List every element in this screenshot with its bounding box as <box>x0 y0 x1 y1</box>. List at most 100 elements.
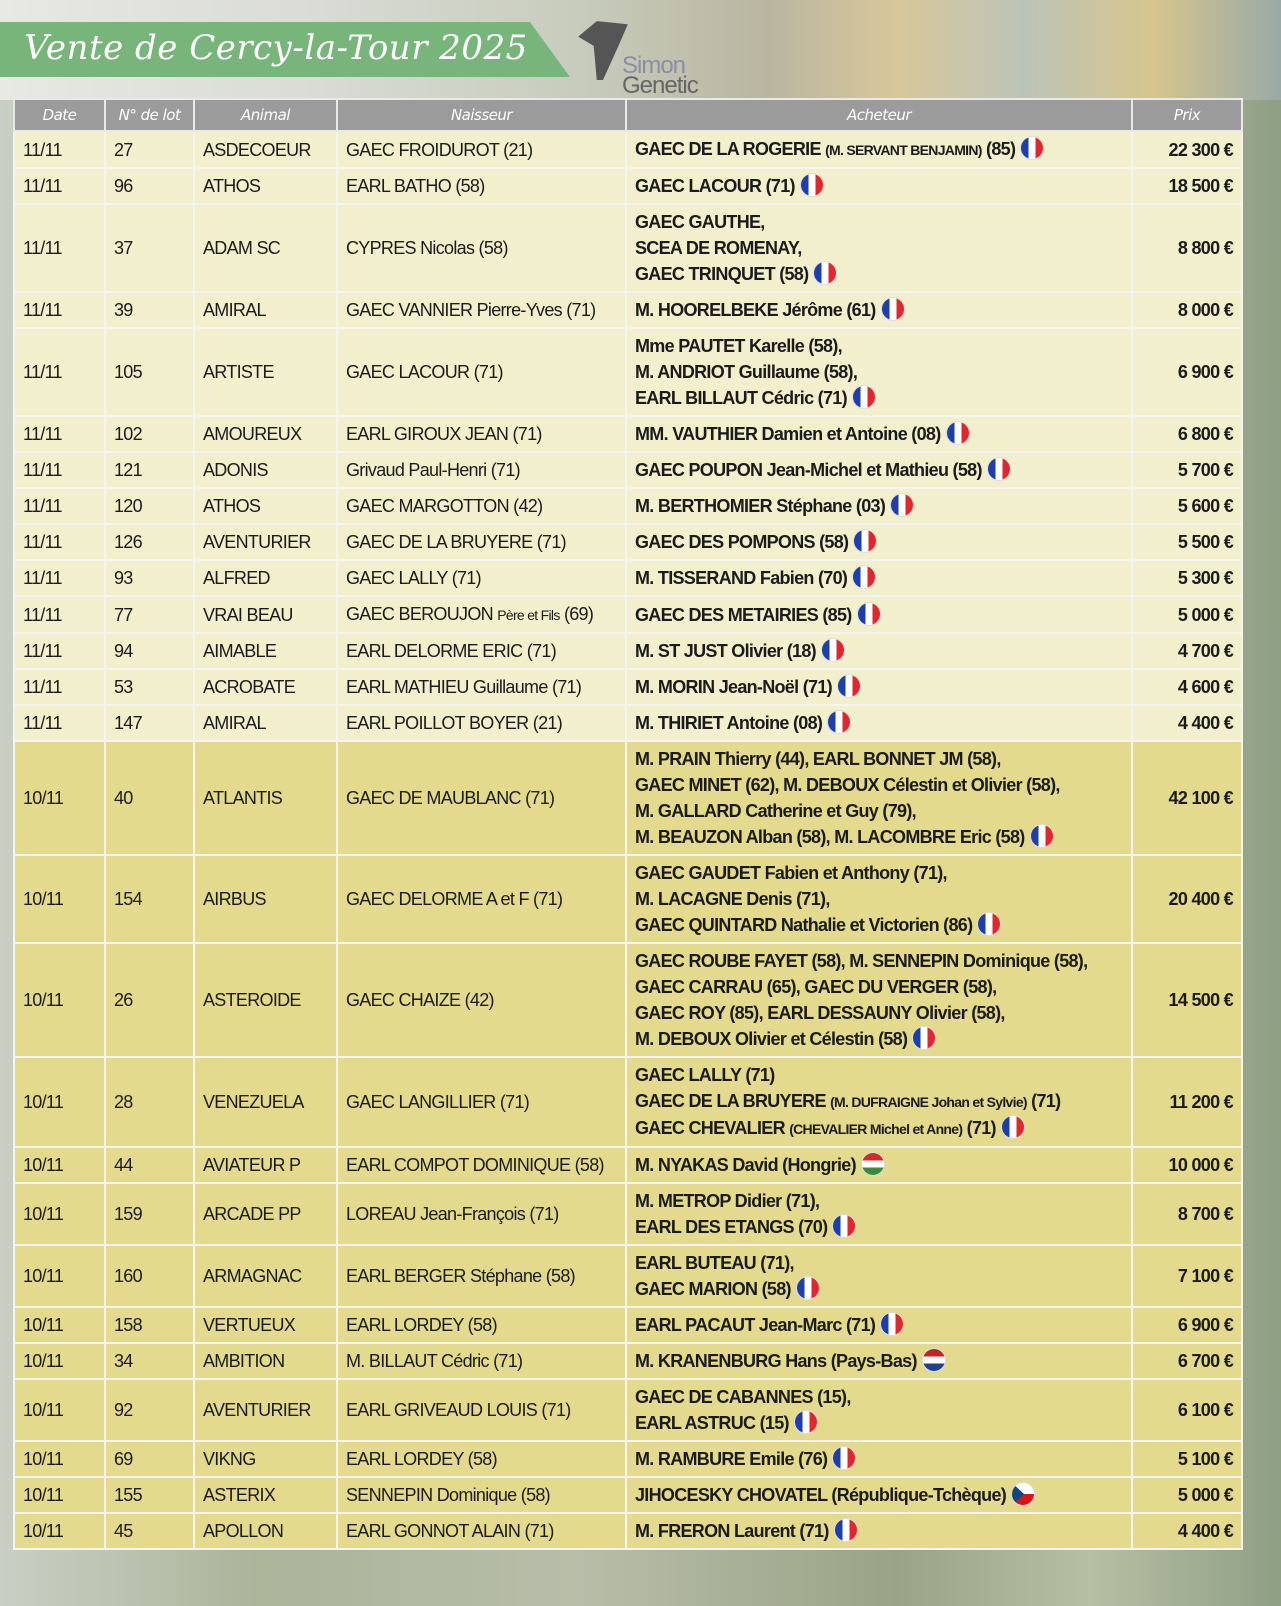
cell-naisseur: CYPRES Nicolas (58) <box>336 203 627 293</box>
naisseur-text: M. BILLAUT Cédric (71) <box>346 1351 523 1371</box>
cell-lot: 121 <box>104 451 195 489</box>
cell-prix: 5 000 € <box>1131 1476 1243 1514</box>
table-row: 10/11 155 ASTERIX SENNEPIN Dominique (58) JI… <box>13 1476 1243 1514</box>
buyer-text: M. ST JUST Olivier (18) <box>635 641 817 661</box>
table-row: 11/11 37 ADAM SC CYPRES Nicolas (58) GAEC GA… <box>13 203 1243 293</box>
flag-fr-icon <box>833 1447 856 1469</box>
buyer-line: GAEC MARION (58) <box>635 1276 1123 1302</box>
col-naisseur: Naisseur <box>336 98 627 132</box>
buyer-text: EARL BILLAUT Cédric (71) <box>635 388 848 408</box>
buyer-line: GAEC GAUDET Fabien et Anthony (71), <box>635 860 1123 886</box>
buyer-text: GAEC DES POMPONS (58) <box>635 532 849 552</box>
cell-animal: ASTERIX <box>193 1476 338 1514</box>
naisseur-text: GAEC BEROUJON <box>346 604 498 624</box>
col-date: Date <box>13 98 106 132</box>
cell-animal: AVENTURIER <box>193 1378 338 1442</box>
col-acheteur: Acheteur <box>625 98 1133 132</box>
flag-fr-icon <box>800 174 823 196</box>
buyer-line: M. ANDRIOT Guillaume (58), <box>635 359 1123 385</box>
cell-acheteur: GAEC DE LA ROGERIE (M. SERVANT BENJAMIN)… <box>625 130 1133 169</box>
cell-animal: ADAM SC <box>193 203 338 293</box>
buyer-line: SCEA DE ROMENAY, <box>635 235 1123 261</box>
cell-date: 11/11 <box>13 559 106 597</box>
naisseur-text: EARL MATHIEU Guillaume (71) <box>346 677 582 697</box>
table-header: Date N° de lot Animal Naisseur Acheteur … <box>13 98 1243 132</box>
cell-date: 10/11 <box>13 1182 106 1246</box>
cell-animal: ARCADE PP <box>193 1182 338 1246</box>
cell-prix: 8 800 € <box>1131 203 1243 293</box>
buyer-text: SCEA DE ROMENAY, <box>635 238 802 258</box>
buyer-line: M. FRERON Laurent (71) <box>635 1518 1123 1544</box>
flag-fr-icon <box>852 386 875 408</box>
buyer-line: M. DEBOUX Olivier et Célestin (58) <box>635 1026 1123 1052</box>
cell-date: 11/11 <box>13 704 106 742</box>
cell-lot: 69 <box>104 1440 195 1478</box>
cell-animal: ATLANTIS <box>193 740 338 856</box>
cell-prix: 10 000 € <box>1131 1146 1243 1184</box>
flag-fr-icon <box>1001 1116 1024 1138</box>
buyer-line: M. KRANENBURG Hans (Pays-Bas) <box>635 1348 1123 1374</box>
naisseur-text: (69) <box>559 604 594 624</box>
buyer-line: M. BEAUZON Alban (58), M. LACOMBRE Eric … <box>635 824 1123 850</box>
buyer-line: GAEC GAUTHE, <box>635 209 1123 235</box>
buyer-text: M. NYAKAS David (Hongrie) <box>635 1155 857 1175</box>
cell-animal: AMOUREUX <box>193 415 338 453</box>
table-row: 11/11 126 AVENTURIER GAEC DE LA BRUYERE (71… <box>13 523 1243 561</box>
naisseur-text: EARL GRIVEAUD LOUIS (71) <box>346 1400 571 1420</box>
cell-naisseur: M. BILLAUT Cédric (71) <box>336 1342 627 1380</box>
naisseur-text: GAEC LACOUR (71) <box>346 362 504 382</box>
buyer-text: EARL BUTEAU (71), <box>635 1253 794 1273</box>
naisseur-text: EARL BATHO (58) <box>346 176 485 196</box>
cell-lot: 26 <box>104 942 195 1058</box>
cell-naisseur: SENNEPIN Dominique (58) <box>336 1476 627 1514</box>
cell-acheteur: GAEC GAUTHE, SCEA DE ROMENAY, GAEC TRINQUE… <box>625 203 1133 293</box>
cell-animal: AVIATEUR P <box>193 1146 338 1184</box>
flag-fr-icon <box>891 494 914 516</box>
flag-fr-icon <box>833 1215 856 1237</box>
buyer-line: EARL DES ETANGS (70) <box>635 1214 1123 1240</box>
cell-lot: 147 <box>104 704 195 742</box>
cell-prix: 4 700 € <box>1131 632 1243 670</box>
flag-fr-icon <box>978 913 1001 935</box>
cell-animal: AMBITION <box>193 1342 338 1380</box>
flag-fr-icon <box>854 530 877 552</box>
buyer-line: JIHOCESKY CHOVATEL (République-Tchèque) <box>635 1482 1123 1508</box>
buyer-line: EARL BUTEAU (71), <box>635 1250 1123 1276</box>
cell-lot: 28 <box>104 1056 195 1148</box>
cell-prix: 4 400 € <box>1131 704 1243 742</box>
cell-prix: 5 300 € <box>1131 559 1243 597</box>
buyer-text: M. HOORELBEKE Jérôme (61) <box>635 300 876 320</box>
cell-lot: 39 <box>104 291 195 329</box>
table-row: 10/11 154 AIRBUS GAEC DELORME A et F (71) GA… <box>13 854 1243 944</box>
cell-lot: 120 <box>104 487 195 525</box>
cell-prix: 7 100 € <box>1131 1244 1243 1308</box>
flag-fr-icon <box>881 1313 904 1335</box>
buyer-line: EARL PACAUT Jean-Marc (71) <box>635 1312 1123 1338</box>
cell-animal: ARTISTE <box>193 327 338 417</box>
table-row: 10/11 44 AVIATEUR P EARL COMPOT DOMINIQUE (… <box>13 1146 1243 1184</box>
cell-animal: AMIRAL <box>193 291 338 329</box>
cell-date: 10/11 <box>13 1512 106 1550</box>
cell-date: 10/11 <box>13 1476 106 1514</box>
buyer-text: EARL DES ETANGS (70) <box>635 1217 828 1237</box>
cell-acheteur: M. KRANENBURG Hans (Pays-Bas) <box>625 1342 1133 1380</box>
buyer-text: EARL ASTRUC (15) <box>635 1413 790 1433</box>
flag-fr-icon <box>794 1411 817 1433</box>
buyer-text: M. RAMBURE Emile (76) <box>635 1449 828 1469</box>
cell-acheteur: GAEC ROUBE FAYET (58), M. SENNEPIN Domin… <box>625 942 1133 1058</box>
buyer-text: EARL PACAUT Jean-Marc (71) <box>635 1315 876 1335</box>
cell-prix: 14 500 € <box>1131 942 1243 1058</box>
naisseur-text: GAEC DE LA BRUYERE (71) <box>346 532 567 552</box>
naisseur-text: Père et Fils <box>497 607 560 623</box>
cell-animal: VIKNG <box>193 1440 338 1478</box>
naisseur-text: EARL GONNOT ALAIN (71) <box>346 1521 554 1541</box>
cell-naisseur: GAEC LALLY (71) <box>336 559 627 597</box>
cell-date: 11/11 <box>13 327 106 417</box>
buyer-line: M. HOORELBEKE Jérôme (61) <box>635 297 1123 323</box>
cell-date: 10/11 <box>13 1056 106 1148</box>
cell-lot: 44 <box>104 1146 195 1184</box>
table-row: 10/11 28 VENEZUELA GAEC LANGILLIER (71) GAEC… <box>13 1056 1243 1148</box>
table-row: 11/11 102 AMOUREUX EARL GIROUX JEAN (71) MM.… <box>13 415 1243 453</box>
cell-animal: AMIRAL <box>193 704 338 742</box>
buyer-text: GAEC CHEVALIER <box>635 1118 790 1138</box>
